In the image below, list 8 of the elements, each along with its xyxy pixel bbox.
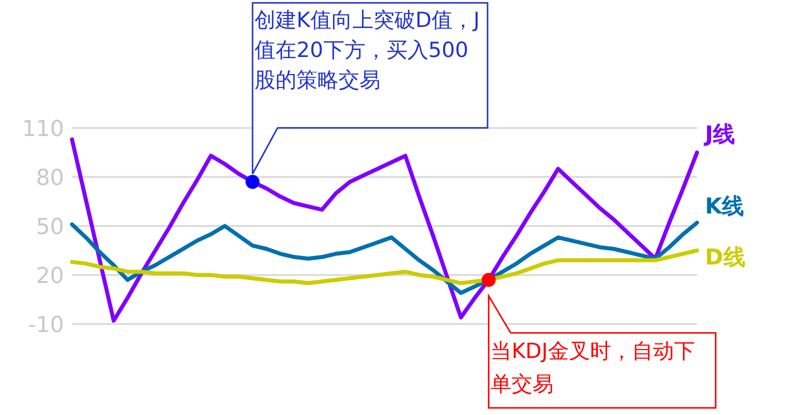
series-label: K线	[705, 194, 744, 220]
text: 创建K值向上突破D值，J值在20下方，买入500股的策略交易	[254, 6, 481, 94]
series-label: J线	[703, 122, 736, 148]
line-series	[70, 248, 699, 286]
line-series	[70, 137, 699, 323]
series-label: D线	[705, 246, 746, 271]
line-series	[70, 220, 699, 295]
text: 当KDJ金叉时，自动下单交易	[490, 338, 696, 398]
